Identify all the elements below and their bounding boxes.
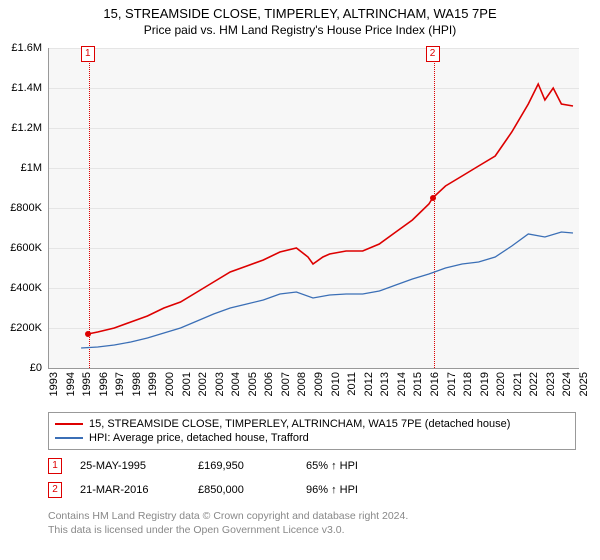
x-axis-label: 1998: [131, 372, 143, 396]
x-axis-label: 1997: [114, 372, 126, 396]
x-axis-label: 2025: [578, 372, 590, 396]
x-axis-label: 2016: [429, 372, 441, 396]
y-axis-label: £200K: [10, 322, 42, 334]
title-block: 15, STREAMSIDE CLOSE, TIMPERLEY, ALTRINC…: [0, 0, 600, 37]
x-axis-label: 2000: [164, 372, 176, 396]
y-axis-label: £1M: [21, 162, 42, 174]
x-axis-label: 1993: [48, 372, 60, 396]
y-axis-label: £1.4M: [11, 82, 42, 94]
x-axis-label: 2008: [296, 372, 308, 396]
chart-marker-label: 1: [81, 46, 95, 62]
x-axis-label: 2011: [346, 372, 358, 396]
x-axis-label: 2017: [446, 372, 458, 396]
series-line-hpi: [81, 232, 573, 348]
chart-subtitle: Price paid vs. HM Land Registry's House …: [0, 23, 600, 37]
legend-item-hpi: HPI: Average price, detached house, Traf…: [55, 431, 569, 445]
transaction-marker-icon: 2: [48, 482, 62, 498]
transaction-row: 1 25-MAY-1995 £169,950 65% ↑ HPI: [48, 454, 576, 478]
transaction-row: 2 21-MAR-2016 £850,000 96% ↑ HPI: [48, 478, 576, 502]
x-axis-label: 2015: [412, 372, 424, 396]
x-axis-label: 1996: [98, 372, 110, 396]
legend-item-property: 15, STREAMSIDE CLOSE, TIMPERLEY, ALTRINC…: [55, 417, 569, 431]
x-axis-label: 2014: [396, 372, 408, 396]
x-axis-label: 2002: [197, 372, 209, 396]
legend-swatch: [55, 423, 83, 425]
x-axis-label: 2001: [181, 372, 193, 396]
transaction-marker-icon: 1: [48, 458, 62, 474]
x-axis-label: 2022: [528, 372, 540, 396]
x-axis-label: 2009: [313, 372, 325, 396]
legend-label: HPI: Average price, detached house, Traf…: [89, 432, 309, 444]
transaction-hpi-pct: 65% ↑ HPI: [306, 460, 396, 472]
chart-svg: [48, 48, 578, 368]
footer-line: Contains HM Land Registry data © Crown c…: [48, 510, 576, 524]
legend-swatch: [55, 437, 83, 439]
transaction-rows: 1 25-MAY-1995 £169,950 65% ↑ HPI 2 21-MA…: [48, 454, 576, 502]
footer-attribution: Contains HM Land Registry data © Crown c…: [48, 510, 576, 537]
chart-marker-dot: [430, 195, 436, 201]
transaction-price: £169,950: [198, 460, 288, 472]
y-axis-label: £1.6M: [11, 42, 42, 54]
x-axis-label: 2004: [230, 372, 242, 396]
x-axis-label: 1999: [147, 372, 159, 396]
x-axis-label: 2012: [363, 372, 375, 396]
x-axis-label: 2021: [512, 372, 524, 396]
y-axis-label: £0: [30, 362, 42, 374]
x-axis-label: 2013: [379, 372, 391, 396]
transaction-date: 25-MAY-1995: [80, 460, 180, 472]
x-axis-label: 1995: [81, 372, 93, 396]
legend-label: 15, STREAMSIDE CLOSE, TIMPERLEY, ALTRINC…: [89, 418, 510, 430]
x-axis-label: 2024: [561, 372, 573, 396]
transaction-hpi-pct: 96% ↑ HPI: [306, 484, 396, 496]
chart-container: 15, STREAMSIDE CLOSE, TIMPERLEY, ALTRINC…: [0, 0, 600, 560]
chart-marker-dot: [85, 331, 91, 337]
chart-area: £0£200K£400K£600K£800K£1M£1.2M£1.4M£1.6M…: [48, 48, 578, 368]
x-axis-label: 2019: [479, 372, 491, 396]
x-axis-label: 2020: [495, 372, 507, 396]
x-axis-label: 2005: [247, 372, 259, 396]
footer-line: This data is licensed under the Open Gov…: [48, 524, 576, 538]
transaction-date: 21-MAR-2016: [80, 484, 180, 496]
transaction-price: £850,000: [198, 484, 288, 496]
series-line-property: [88, 84, 573, 334]
x-axis-label: 2007: [280, 372, 292, 396]
y-axis-label: £400K: [10, 282, 42, 294]
chart-title-address: 15, STREAMSIDE CLOSE, TIMPERLEY, ALTRINC…: [0, 6, 600, 21]
legend: 15, STREAMSIDE CLOSE, TIMPERLEY, ALTRINC…: [48, 412, 576, 450]
x-axis-label: 1994: [65, 372, 77, 396]
y-axis-label: £1.2M: [11, 122, 42, 134]
y-axis-label: £800K: [10, 202, 42, 214]
x-axis-label: 2006: [263, 372, 275, 396]
chart-marker-label: 2: [426, 46, 440, 62]
y-axis-label: £600K: [10, 242, 42, 254]
x-axis-label: 2023: [545, 372, 557, 396]
x-axis-label: 2003: [214, 372, 226, 396]
x-axis-label: 2018: [462, 372, 474, 396]
x-axis-label: 2010: [330, 372, 342, 396]
